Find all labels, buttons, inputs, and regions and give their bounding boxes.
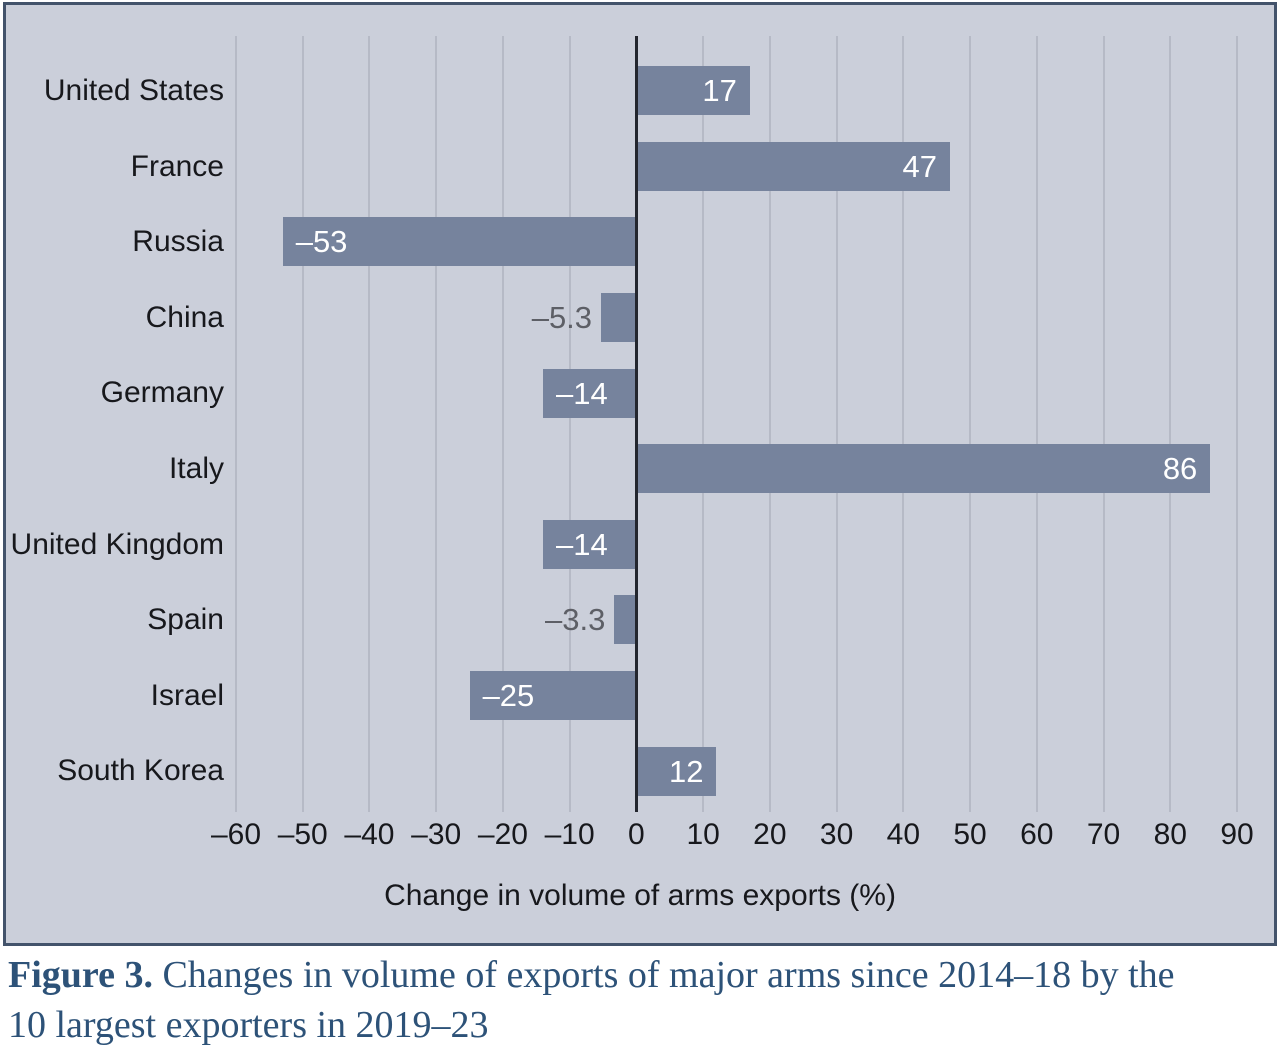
country-label: South Korea bbox=[57, 754, 224, 788]
bar-value-label: –14 bbox=[555, 375, 608, 411]
gridline bbox=[568, 36, 571, 812]
country-label: France bbox=[130, 149, 224, 183]
country-label: United Kingdom bbox=[10, 527, 224, 561]
country-labels: United States France Russia China Germany Ita… bbox=[6, 53, 224, 809]
bar-value-label: 86 bbox=[1162, 451, 1198, 487]
x-tick-label: 50 bbox=[953, 818, 987, 851]
x-tick-label: 0 bbox=[628, 818, 645, 851]
gridline bbox=[902, 36, 905, 812]
gridline bbox=[235, 36, 237, 812]
bar-spain bbox=[614, 595, 637, 645]
gridline bbox=[1236, 36, 1238, 812]
bar-israel: –25 bbox=[469, 671, 637, 721]
x-tick-label: –30 bbox=[411, 818, 462, 851]
country-label: Italy bbox=[168, 452, 224, 485]
bar-row: –5.3 bbox=[236, 280, 1237, 356]
country-label: China bbox=[145, 300, 224, 334]
x-tick-label: 60 bbox=[1020, 818, 1054, 851]
gridline bbox=[768, 36, 771, 812]
bar-value-label: –14 bbox=[555, 526, 608, 562]
chart-panel: United States France Russia China Germany Ita… bbox=[3, 2, 1277, 946]
x-axis-ticks: –60 –50 –40 –30 –20 –10 0 10 20 30 40 50 60 70 80 90 bbox=[211, 818, 1254, 860]
bar-germany: –14 bbox=[542, 368, 637, 418]
plot-area: 17 47 –53 –5.3 –14 86 –14 –3.3 –25 12 bbox=[235, 36, 1238, 812]
bar-south-korea: 12 bbox=[636, 746, 717, 796]
bar-row: 47 bbox=[236, 129, 1237, 205]
bar-value-label: –25 bbox=[482, 678, 535, 714]
gridline bbox=[501, 36, 504, 812]
gridline bbox=[702, 36, 705, 812]
bar-value-label: 17 bbox=[702, 73, 737, 109]
country-label: Russia bbox=[132, 225, 224, 259]
bar-value-label: 12 bbox=[668, 753, 704, 789]
gridline bbox=[969, 36, 972, 812]
x-axis-title: Change in volume of arms exports (%) bbox=[384, 879, 896, 912]
bar-rows: 17 47 –53 –5.3 –14 86 –14 –3.3 –25 12 bbox=[236, 53, 1237, 809]
bar-row: –25 bbox=[236, 658, 1237, 734]
figure-number: Figure 3. bbox=[8, 954, 153, 996]
gridline bbox=[835, 36, 838, 812]
x-tick-label: –60 bbox=[210, 818, 262, 851]
x-tick-label: 40 bbox=[886, 818, 921, 851]
caption-text-1: Changes in volume of exports of major ar… bbox=[152, 954, 1175, 996]
gridline bbox=[301, 36, 304, 812]
x-tick-label: 80 bbox=[1153, 818, 1187, 851]
bar-row: 86 bbox=[236, 431, 1237, 507]
country-label: United States bbox=[43, 74, 224, 107]
zero-axis-line bbox=[635, 36, 639, 812]
country-label: Germany bbox=[100, 376, 224, 410]
bar-russia: –53 bbox=[282, 217, 637, 267]
x-tick-label: –50 bbox=[277, 818, 328, 851]
bar-row: –14 bbox=[236, 355, 1237, 431]
bar-row: 12 bbox=[236, 733, 1237, 809]
gridline bbox=[1102, 36, 1105, 812]
x-tick-label: 20 bbox=[753, 818, 787, 851]
x-tick-label: 30 bbox=[819, 818, 854, 851]
caption-line-1: Figure 3. Changes in volume of exports o… bbox=[8, 950, 1272, 1000]
chart-panel-inner: United States France Russia China Germany Ita… bbox=[6, 5, 1274, 943]
x-tick-label: –10 bbox=[544, 818, 595, 851]
bar-italy: 86 bbox=[636, 444, 1211, 494]
bar-row: –53 bbox=[236, 204, 1237, 280]
x-tick-label: 70 bbox=[1086, 818, 1121, 851]
gridline bbox=[368, 36, 371, 812]
figure-caption: Figure 3. Changes in volume of exports o… bbox=[8, 950, 1272, 1050]
bar-value-label: –5.3 bbox=[531, 300, 593, 336]
x-tick-label: –20 bbox=[477, 818, 528, 851]
caption-text-2: 10 largest exporters in 2019–23 bbox=[8, 1004, 489, 1046]
bar-row: –3.3 bbox=[236, 582, 1237, 658]
gridline bbox=[435, 36, 438, 812]
gridline bbox=[1169, 36, 1172, 812]
bar-value-label: –3.3 bbox=[545, 602, 606, 638]
x-tick-label: –40 bbox=[344, 818, 395, 851]
x-tick-label: 10 bbox=[686, 818, 720, 851]
bar-row: –14 bbox=[236, 507, 1237, 583]
bar-france: 47 bbox=[636, 141, 951, 191]
bar-china bbox=[601, 293, 637, 343]
bar-value-label: 47 bbox=[902, 148, 938, 184]
bar-row: 17 bbox=[236, 53, 1237, 129]
country-label: Israel bbox=[150, 678, 224, 712]
x-tick-label: 90 bbox=[1220, 818, 1254, 851]
gridline bbox=[1035, 36, 1038, 812]
country-label: Spain bbox=[147, 603, 224, 637]
bar-united-kingdom: –14 bbox=[542, 519, 637, 569]
bar-value-label: –53 bbox=[295, 224, 348, 260]
bar-united-states: 17 bbox=[636, 66, 750, 116]
